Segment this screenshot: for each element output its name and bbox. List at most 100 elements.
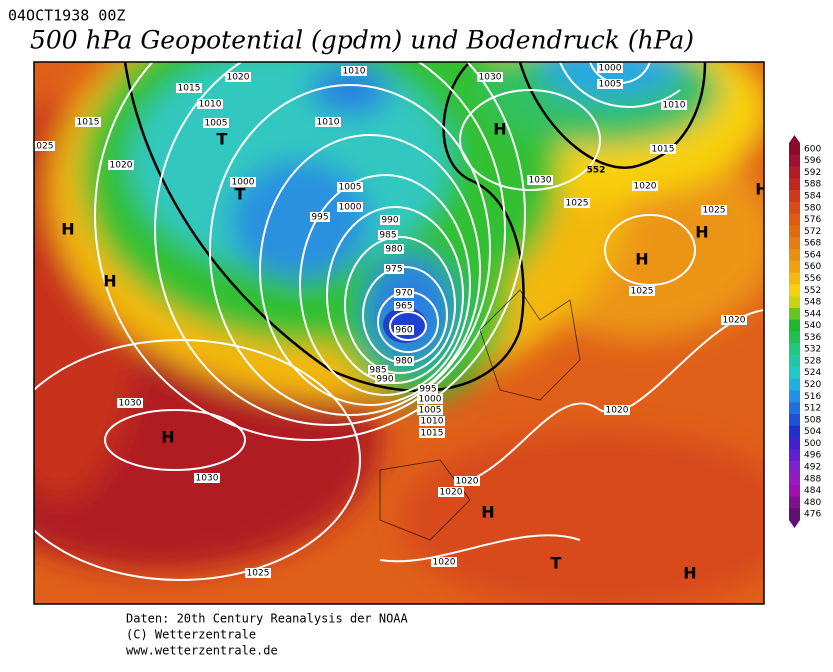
isobar-label-bg bbox=[225, 72, 251, 82]
isobar-label: 980 bbox=[385, 245, 402, 255]
isobar-label-bg bbox=[564, 198, 590, 208]
colorbar-label: 524 bbox=[804, 368, 821, 378]
isobar-label-bg bbox=[394, 325, 414, 335]
coastline-hint bbox=[379, 289, 581, 541]
colorbar-label: 596 bbox=[804, 156, 821, 166]
colorbar-label: 568 bbox=[804, 239, 821, 249]
colorbar-swatch bbox=[789, 355, 800, 368]
isobar-label: 1005 bbox=[339, 183, 362, 193]
isobar-label-bg bbox=[597, 63, 623, 73]
pressure-center: H bbox=[493, 120, 506, 139]
isobar-label-bg bbox=[197, 99, 223, 109]
colorbar-label: 556 bbox=[804, 274, 821, 284]
isobar-label-bg bbox=[384, 244, 404, 254]
isobar-label-bg bbox=[650, 144, 676, 154]
pressure-center: H bbox=[103, 272, 116, 291]
colorbar-swatch bbox=[789, 425, 800, 438]
isobar-label-bg bbox=[310, 212, 330, 222]
colorbar-label: 572 bbox=[804, 227, 821, 237]
isobar-label: 1020 bbox=[456, 477, 479, 487]
pressure-center: T bbox=[217, 130, 228, 149]
isobar-label-bg bbox=[108, 160, 134, 170]
isobar-label: 1015 bbox=[421, 429, 444, 439]
date: 04OCT1938 00Z bbox=[8, 7, 125, 25]
isobar-label: 965 bbox=[395, 302, 412, 312]
colorbar-swatch bbox=[789, 201, 800, 214]
footer-line: www.wetterzentrale.de bbox=[126, 644, 278, 658]
contour-label: 552 bbox=[587, 166, 606, 176]
isobar-label: 980 bbox=[395, 357, 412, 367]
isobar-label: 1005 bbox=[599, 80, 622, 90]
map-frame bbox=[33, 61, 765, 605]
title: 500 hPa Geopotential (gpdm) und Bodendru… bbox=[30, 26, 694, 55]
pressure-center: H bbox=[481, 503, 494, 522]
pressure-center: H bbox=[695, 223, 708, 242]
pressure-center: H bbox=[61, 220, 74, 239]
colorbar-label: 504 bbox=[804, 427, 821, 437]
isobar-label-bg bbox=[527, 175, 553, 185]
isobar-label: 1020 bbox=[433, 558, 456, 568]
colorbar-swatch bbox=[789, 508, 800, 521]
colorbar-label: 516 bbox=[804, 392, 821, 402]
colorbar-label: 520 bbox=[804, 380, 821, 390]
isobar-label: 1015 bbox=[178, 84, 201, 94]
colorbar-swatch bbox=[789, 272, 800, 285]
pressure-center: H bbox=[683, 564, 696, 583]
isobar-label-bg bbox=[632, 181, 658, 191]
isobar-label-bg bbox=[194, 473, 220, 483]
colorbar-label: 584 bbox=[804, 192, 821, 202]
colorbar-swatch bbox=[789, 213, 800, 226]
isobar-label: 1010 bbox=[663, 101, 686, 111]
isobar-label: 1005 bbox=[205, 119, 228, 129]
colorbar-label: 564 bbox=[804, 250, 821, 260]
isobar-label-bg bbox=[477, 72, 503, 82]
isobar-label: 1015 bbox=[77, 118, 100, 128]
isobar-label: 995 bbox=[311, 213, 328, 223]
isobar-label-bg bbox=[375, 374, 395, 384]
colorbar-bottom-arrow bbox=[789, 520, 800, 528]
isobar-label: 1005 bbox=[419, 406, 442, 416]
colorbar-label: 484 bbox=[804, 486, 821, 496]
isobar-label-bg bbox=[337, 202, 363, 212]
isobar-label: 1025 bbox=[247, 569, 270, 579]
isobar-label-bg bbox=[417, 405, 443, 415]
isobar-label: 970 bbox=[395, 289, 412, 299]
colorbar-label: 592 bbox=[804, 168, 821, 178]
colorbar-swatch bbox=[789, 437, 800, 450]
isobar-label-bg bbox=[394, 288, 414, 298]
isobar-label: 995 bbox=[419, 385, 436, 395]
colorbar-label: 560 bbox=[804, 262, 821, 272]
colorbar-label: 580 bbox=[804, 203, 821, 213]
isobar-label: 1000 bbox=[599, 64, 622, 74]
isobar-label: 1030 bbox=[196, 474, 219, 484]
pressure-center: T bbox=[551, 554, 562, 573]
colorbar-swatch bbox=[789, 178, 800, 191]
isobar-label-bg bbox=[378, 230, 398, 240]
isobar-label-bg bbox=[701, 205, 727, 215]
colorbar-label: 576 bbox=[804, 215, 821, 225]
isobar-label-bg bbox=[203, 118, 229, 128]
colorbar-swatch bbox=[789, 260, 800, 273]
isobar-label-bg bbox=[117, 398, 143, 408]
isobar-label: 1020 bbox=[634, 182, 657, 192]
colorbar-swatch bbox=[789, 378, 800, 391]
colorbar-swatch bbox=[789, 343, 800, 356]
colorbar-swatch bbox=[789, 496, 800, 509]
colorbar-swatch bbox=[789, 307, 800, 321]
colorbar-label: 500 bbox=[804, 439, 821, 449]
colorbar-label: 540 bbox=[804, 321, 821, 331]
map: 1020101510101005100099510051000101010109… bbox=[31, 62, 764, 604]
colorbar-label: 528 bbox=[804, 356, 821, 366]
colorbar-swatch bbox=[789, 449, 800, 462]
colorbar-swatch bbox=[789, 461, 800, 474]
isobar-label: 1010 bbox=[343, 67, 366, 77]
isobar-label: 1025 bbox=[631, 287, 654, 297]
isobar-label-bg bbox=[417, 394, 443, 404]
isobar-label: 990 bbox=[381, 216, 398, 226]
isobar-label-bg bbox=[604, 405, 630, 415]
isobar-label: 1000 bbox=[339, 203, 362, 213]
isobar-label: 1025 bbox=[703, 206, 726, 216]
isobar-label: 1030 bbox=[479, 73, 502, 83]
colorbar-label: 508 bbox=[804, 415, 821, 425]
isobar-label: 1025 bbox=[31, 142, 54, 152]
